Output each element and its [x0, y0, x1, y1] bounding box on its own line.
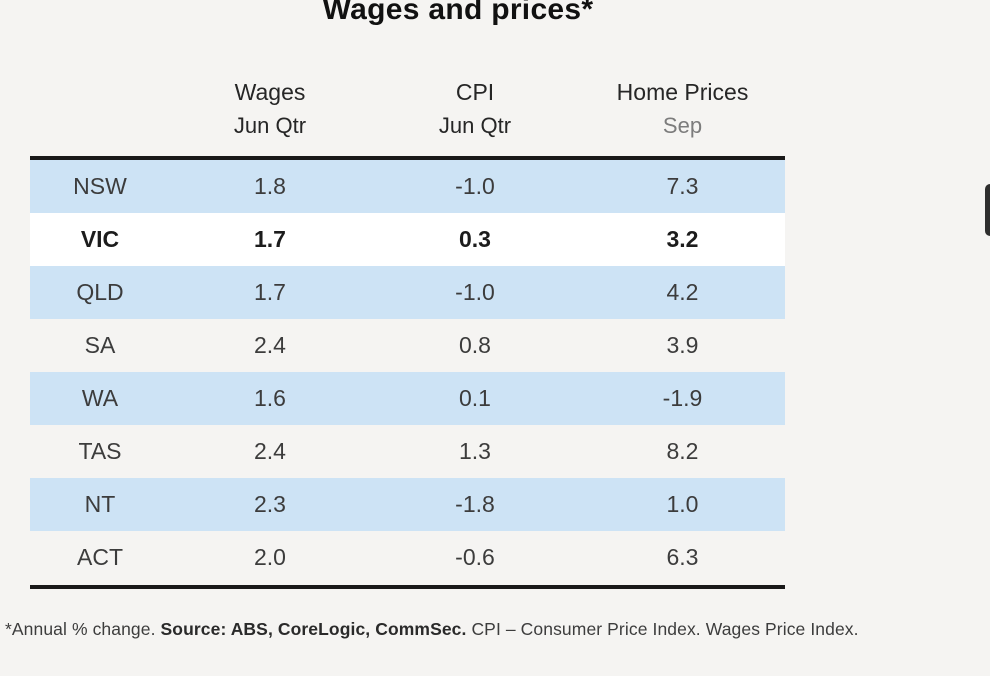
wages-cell: 2.3 — [254, 491, 286, 517]
header-home-prices-period: Sep — [662, 113, 703, 138]
cpi-cell: 0.1 — [459, 385, 491, 411]
home-prices-cell: 7.3 — [666, 173, 699, 199]
state-cell: VIC — [80, 226, 120, 252]
home-prices-cell: 8.2 — [666, 438, 699, 464]
wages-cell: 2.0 — [254, 544, 286, 570]
home-prices-cell: 4.2 — [666, 279, 699, 305]
home-prices-cell: 3.2 — [666, 226, 699, 252]
page-title: Wages and prices* — [322, 0, 594, 26]
state-cell: ACT — [77, 544, 123, 570]
home-prices-cell: 6.3 — [666, 544, 699, 570]
footnote-note: *Annual % change. — [5, 619, 161, 639]
table-row-vic: VIC 1.7 0.3 3.2 — [30, 213, 785, 266]
header-cpi: CPI Jun Qtr — [370, 76, 580, 142]
table-row-nsw: NSW 1.8 -1.0 7.3 — [30, 160, 785, 213]
state-cell: TAS — [78, 438, 122, 464]
header-home-prices: Home Prices Sep — [580, 76, 785, 142]
header-cpi-label: CPI — [455, 79, 495, 105]
table-bottom-rule — [30, 585, 785, 589]
table-row-tas: TAS 2.4 1.3 8.2 — [30, 425, 785, 478]
wages-cell: 2.4 — [254, 332, 286, 358]
table-top-rule — [30, 156, 785, 160]
wages-cell: 1.7 — [254, 279, 286, 305]
header-wages-label: Wages — [234, 79, 306, 105]
cpi-cell: -1.0 — [455, 279, 495, 305]
table-row-act: ACT 2.0 -0.6 6.3 — [30, 531, 785, 584]
header-cpi-period: Jun Qtr — [438, 113, 512, 138]
header-wages-period: Jun Qtr — [233, 113, 307, 138]
table-row-qld: QLD 1.7 -1.0 4.2 — [30, 266, 785, 319]
home-prices-cell: 1.0 — [666, 491, 699, 517]
cpi-cell: 0.8 — [459, 332, 491, 358]
wages-cell: 1.6 — [254, 385, 286, 411]
table-row-sa: SA 2.4 0.8 3.9 — [30, 319, 785, 372]
footnote-source: Source: ABS, CoreLogic, CommSec. — [160, 619, 467, 639]
header-wages: Wages Jun Qtr — [170, 76, 370, 142]
state-cell: SA — [84, 332, 116, 358]
state-cell: NT — [84, 491, 116, 517]
wages-cell: 1.8 — [254, 173, 286, 199]
home-prices-cell: -1.9 — [662, 385, 703, 411]
cpi-cell: 0.3 — [459, 226, 491, 252]
wages-cell: 1.7 — [254, 226, 286, 252]
cpi-cell: 1.3 — [459, 438, 491, 464]
table-row-wa: WA 1.6 0.1 -1.9 — [30, 372, 785, 425]
table-row-nt: NT 2.3 -1.8 1.0 — [30, 478, 785, 531]
cpi-cell: -0.6 — [455, 544, 495, 570]
wages-cell: 2.4 — [254, 438, 286, 464]
footnote-definitions: CPI – Consumer Price Index. Wages Price … — [466, 619, 859, 639]
header-home-prices-label: Home Prices — [616, 79, 749, 105]
table-header: Wages Jun Qtr CPI Jun Qtr Home Prices Se… — [30, 76, 785, 142]
table-body: NSW 1.8 -1.0 7.3 VIC 1.7 0.3 3.2 QLD 1.7… — [30, 160, 785, 584]
state-cell: NSW — [73, 173, 127, 199]
header-state-spacer — [30, 76, 170, 142]
right-edge-scroll-thumb[interactable] — [985, 184, 990, 236]
state-cell: QLD — [76, 279, 124, 305]
cpi-cell: -1.0 — [455, 173, 495, 199]
home-prices-cell: 3.9 — [666, 332, 699, 358]
footnote: *Annual % change. Source: ABS, CoreLogic… — [5, 619, 989, 640]
state-cell: WA — [81, 385, 119, 411]
cpi-cell: -1.8 — [455, 491, 495, 517]
